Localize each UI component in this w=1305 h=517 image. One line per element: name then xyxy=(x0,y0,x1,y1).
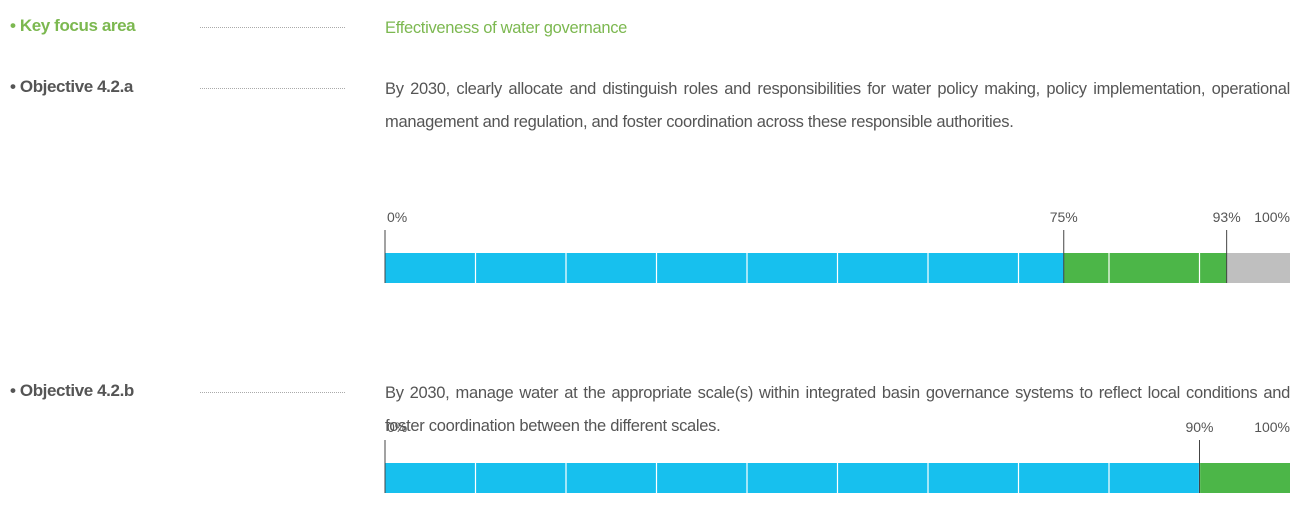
bar-segment xyxy=(1199,463,1290,493)
item-text: By 2030, manage water at the appropriate… xyxy=(385,384,1290,435)
progress-bar: 0% 75% 93% 100% xyxy=(384,209,1290,283)
tick-label: 93% xyxy=(1213,209,1241,225)
item-text: Effectiveness of water governance xyxy=(385,19,628,37)
tick-label: 100% xyxy=(1254,419,1290,435)
tick-label: 90% xyxy=(1185,419,1213,435)
bar-segment xyxy=(1226,253,1290,283)
item-text: By 2030, clearly allocate and distinguis… xyxy=(385,80,1290,131)
leader-dots xyxy=(200,27,345,28)
item-label: • Objective 4.2.b xyxy=(10,381,134,400)
leader-dots xyxy=(200,88,345,89)
tick-label: 75% xyxy=(1050,209,1078,225)
bar-segment xyxy=(385,253,1064,283)
bar-segment xyxy=(385,463,1200,493)
item-label: • Objective 4.2.a xyxy=(10,77,133,96)
tick-label: 0% xyxy=(387,209,407,225)
progress-bar: 0% 90% 100% xyxy=(384,419,1290,493)
item-label: • Key focus area xyxy=(10,16,136,35)
leader-dots xyxy=(200,392,345,393)
bar-segment xyxy=(1063,253,1227,283)
tick-label: 0% xyxy=(387,419,407,435)
tick-label: 100% xyxy=(1254,209,1290,225)
